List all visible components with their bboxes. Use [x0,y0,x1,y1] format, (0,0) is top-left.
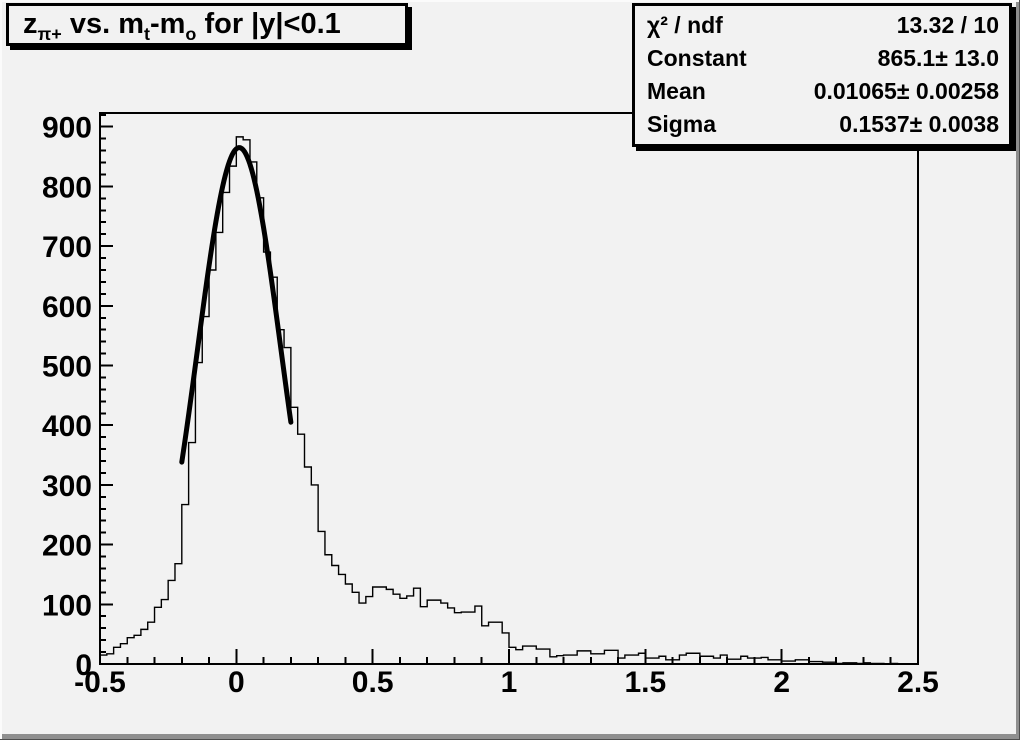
stats-label: χ² / ndf [647,12,723,38]
title-segment: vs. m [61,8,144,40]
x-tick-label: 0 [228,666,245,699]
histogram-line [99,136,918,665]
x-tick-label: 2 [773,666,790,699]
stats-box: χ² / ndf 13.32 / 10 Constant 865.1± 13.0 Mea… [632,3,1012,147]
y-tick-label: 400 [42,410,92,443]
y-axis-ticks [100,113,113,665]
fit-curve [179,145,294,465]
stats-value: 0.1537± 0.0038 [839,111,999,137]
stats-row: Sigma 0.1537± 0.0038 [647,111,999,138]
x-tick-label: 0.5 [352,666,394,699]
y-tick-label: 200 [42,530,92,563]
y-tick-label: 600 [42,291,92,324]
x-tick-label: 2.5 [897,666,939,699]
y-tick-label: 800 [42,171,92,204]
title-subscript: o [185,23,197,44]
y-tick-label: 500 [42,351,92,384]
y-tick-label: 900 [42,112,92,145]
stats-label: Sigma [647,111,717,137]
stats-row: χ² / ndf 13.32 / 10 [647,12,999,39]
y-tick-label: 0 [75,649,92,682]
title-subscript: π+ [37,23,62,44]
x-tick-label: 1.5 [624,666,666,699]
x-axis-ticks [99,649,919,664]
title-segment: -m [149,8,186,40]
stats-value: 13.32 / 10 [896,12,999,38]
stats-row: Constant 865.1± 13.0 [647,45,999,72]
stats-label: Constant [647,45,747,71]
title-segment: z [23,8,38,40]
stats-row: Mean 0.01065± 0.00258 [647,78,999,105]
stats-label: Mean [647,78,706,104]
y-tick-label: 700 [42,231,92,264]
title-text: zπ+ vs. mt-mo for |y|<0.1 [23,8,341,44]
stats-value: 0.01065± 0.00258 [813,78,999,104]
title-segment: for |y|<0.1 [196,8,341,40]
x-tick-label: -0.5 [74,666,126,699]
stats-value: 865.1± 13.0 [877,45,999,71]
y-tick-label: 300 [42,470,92,503]
title-subscript: t [143,23,150,44]
x-tick-label: 1 [501,666,518,699]
title-box: zπ+ vs. mt-mo for |y|<0.1 [6,3,408,46]
y-tick-label: 100 [42,589,92,622]
